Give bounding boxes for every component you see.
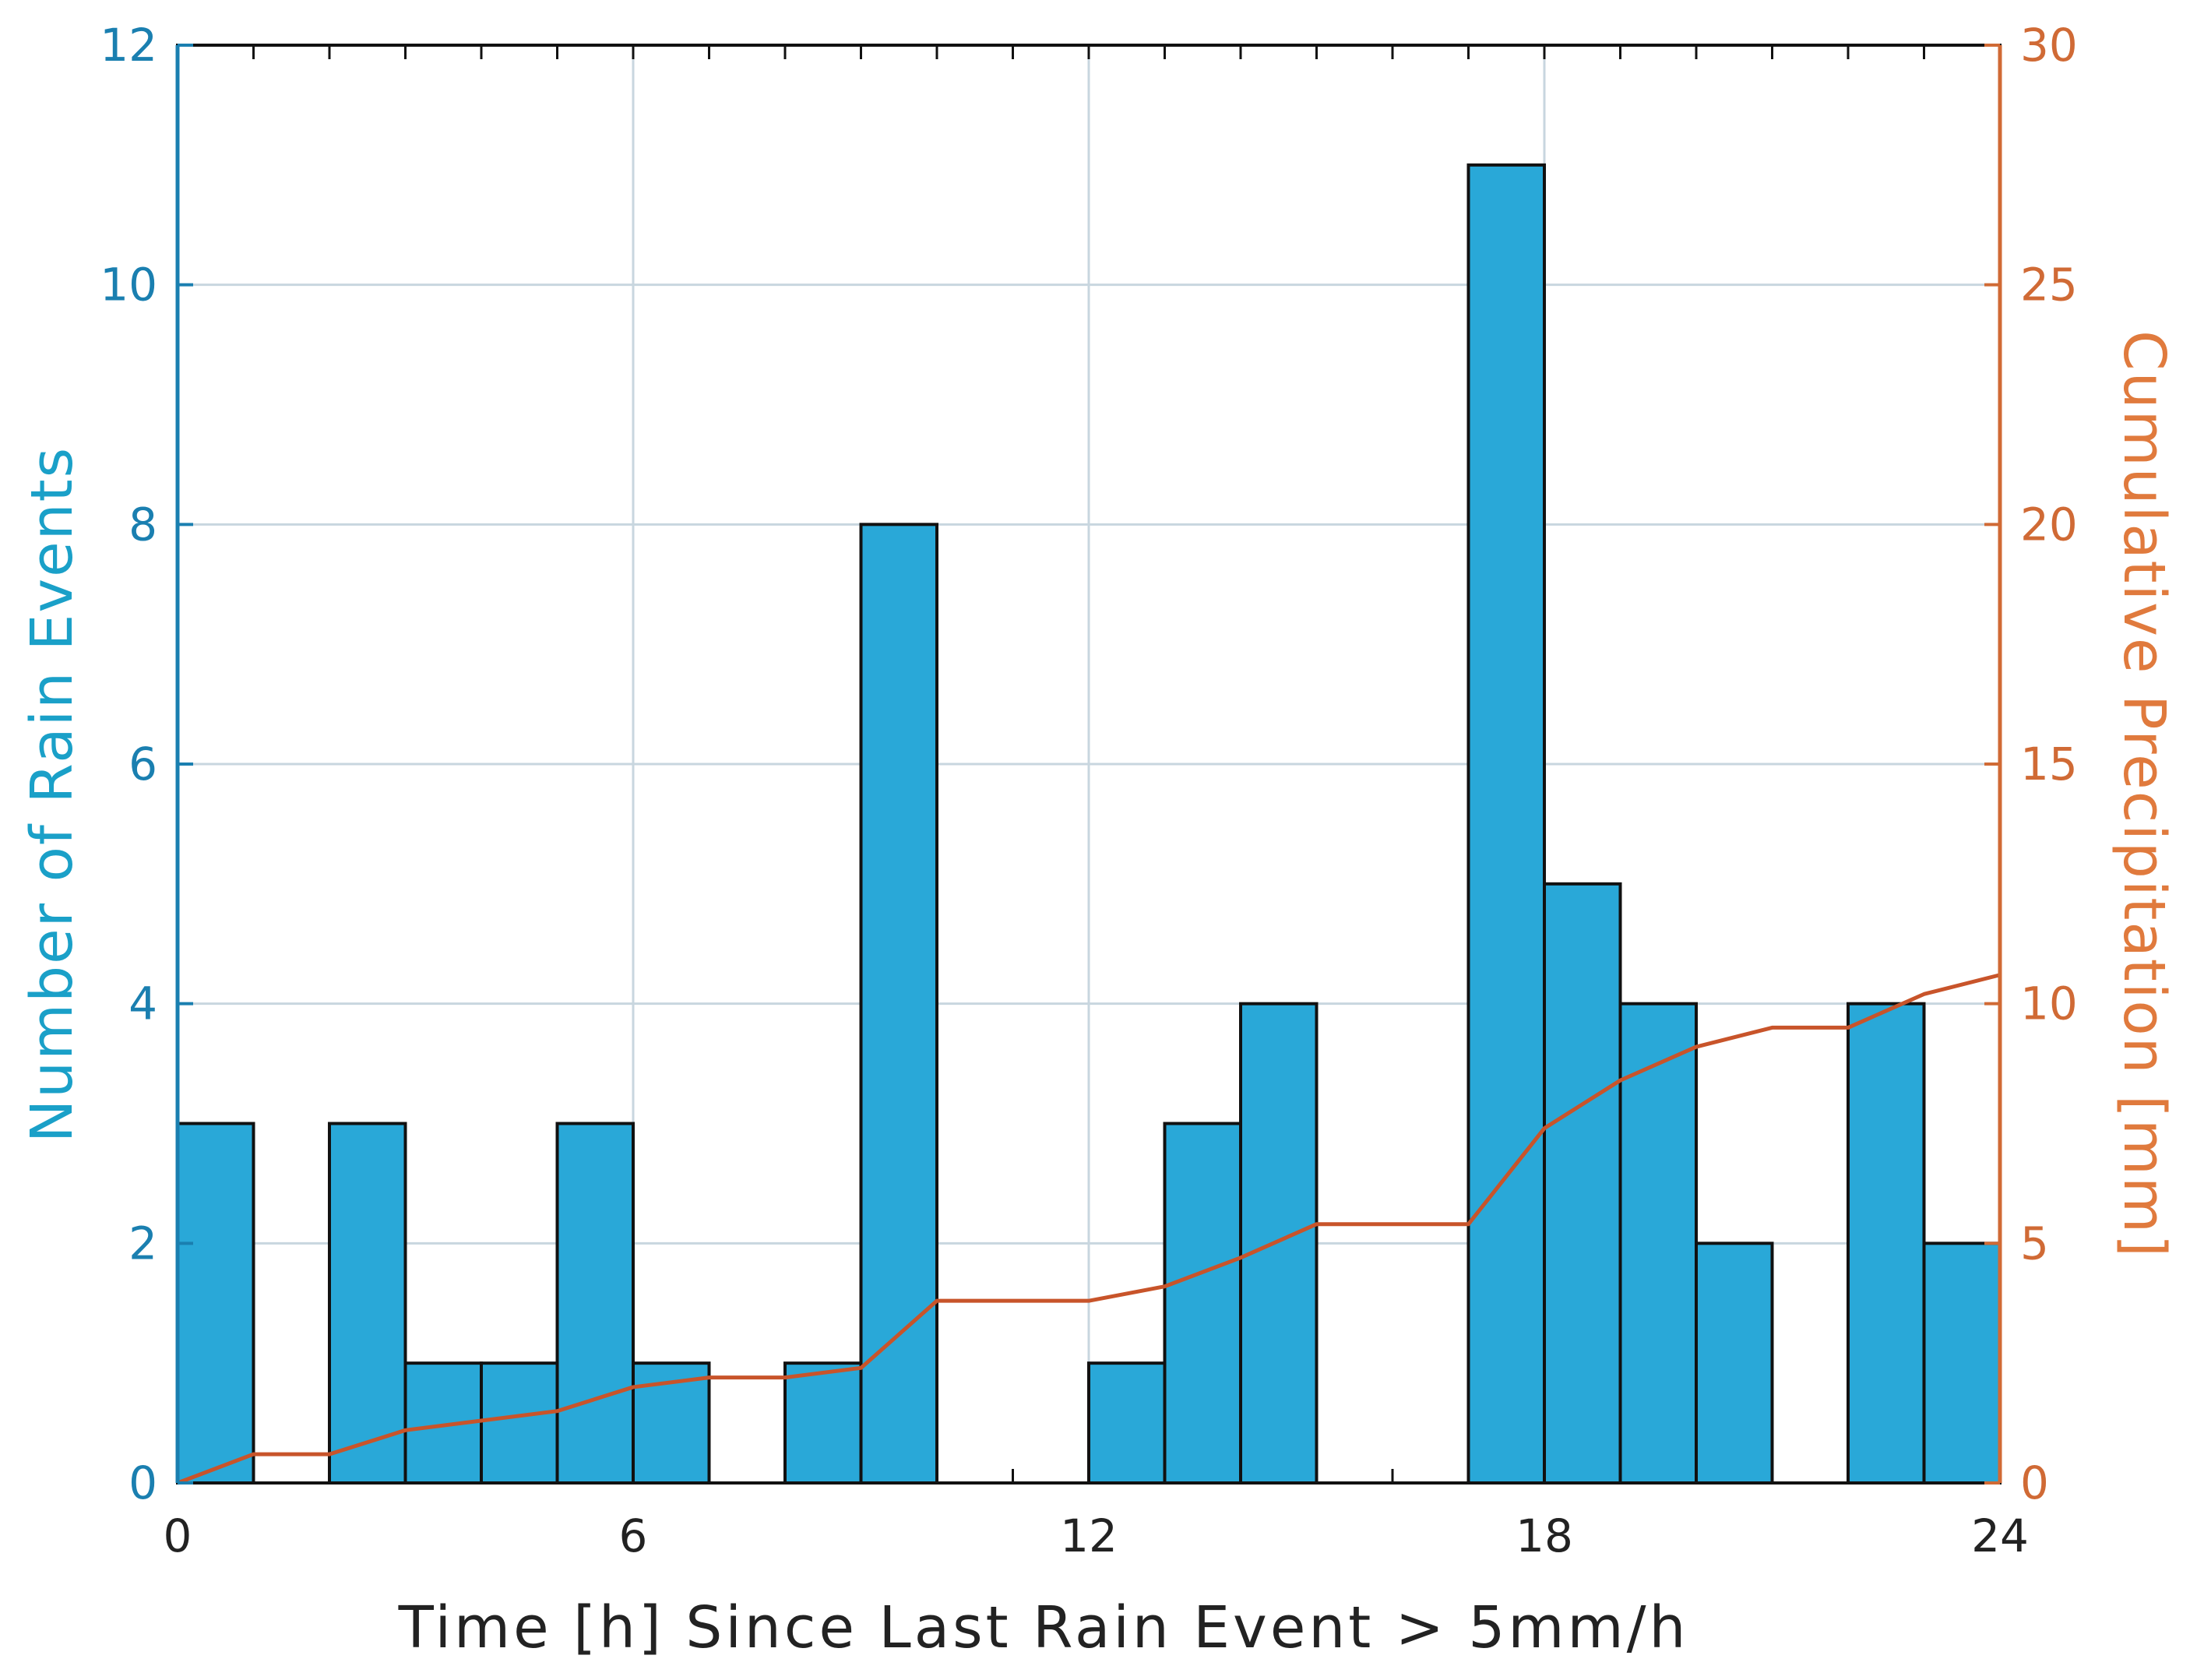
bar-bin-9 (859, 523, 938, 1485)
x-tick-label: 18 (1516, 1509, 1573, 1562)
bar-bin-23 (1922, 1242, 2002, 1485)
bar-bin-4 (480, 1361, 559, 1485)
x-tick-label: 12 (1060, 1509, 1118, 1562)
y-axis-left-label: Number of Rain Events (19, 446, 86, 1143)
y-right-tick-label: 5 (2020, 1217, 2049, 1270)
y-left-tick-label: 6 (129, 738, 157, 791)
bar-bin-0 (176, 1122, 255, 1485)
y-left-tick-label: 10 (100, 259, 157, 312)
bar-bin-14 (1239, 1002, 1319, 1485)
y-left-tick-label: 12 (100, 19, 157, 72)
y-right-tick-label: 10 (2020, 977, 2078, 1030)
bar-bin-8 (783, 1361, 863, 1485)
bar-bin-17 (1466, 163, 1546, 1485)
bar-bin-18 (1543, 882, 1622, 1485)
bar-bin-20 (1695, 1242, 1774, 1485)
bar-bin-13 (1163, 1122, 1242, 1485)
y-right-tick-label: 0 (2020, 1456, 2049, 1509)
x-tick-label: 0 (164, 1509, 192, 1562)
y-right-tick-label: 30 (2020, 19, 2078, 72)
y-left-tick-label: 2 (129, 1217, 157, 1270)
y-left-tick-label: 0 (129, 1456, 157, 1509)
bar-bin-22 (1847, 1002, 1926, 1485)
y-right-tick-label: 20 (2020, 498, 2078, 551)
x-axis-label: Time [h] Since Last Rain Event > 5mm/h (398, 1594, 1689, 1661)
bar-bin-12 (1087, 1361, 1167, 1485)
y-left-tick-label: 4 (129, 977, 157, 1030)
x-tick-label: 6 (619, 1509, 648, 1562)
bars (176, 163, 2002, 1485)
y-axis-right-label: Cumulative Precipitation [mm] (2111, 330, 2178, 1259)
bar-bin-19 (1618, 1002, 1698, 1485)
cumulative-line (177, 973, 2001, 1485)
bar-bin-5 (555, 1122, 635, 1485)
y-right-tick-label: 25 (2020, 259, 2078, 312)
y-right-tick-label: 15 (2020, 738, 2078, 791)
y-left-tick-label: 8 (129, 498, 157, 551)
x-tick-label: 24 (1971, 1509, 2029, 1562)
cumulative-precipitation-line (177, 973, 2001, 1485)
bar-bin-2 (328, 1122, 407, 1485)
